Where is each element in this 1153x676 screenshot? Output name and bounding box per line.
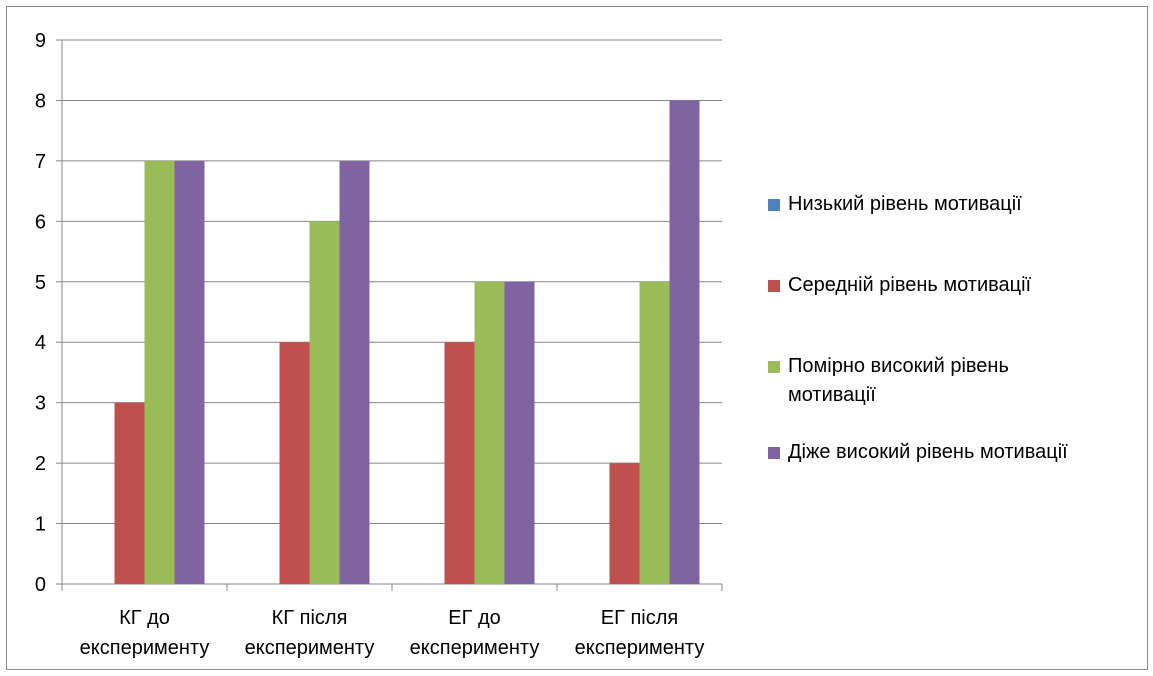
y-tick-label: 0 <box>35 574 46 596</box>
legend-swatch <box>768 447 780 459</box>
y-tick-label: 7 <box>35 151 46 173</box>
legend-label: Діже високий рівень мотивації <box>788 441 1068 463</box>
chart-legend: Низький рівень мотивації Середній рівень … <box>766 190 1146 467</box>
legend-swatch <box>768 280 780 292</box>
bar <box>339 160 370 584</box>
legend-label: Низький рівень мотивації <box>788 193 1022 215</box>
bar <box>474 281 505 584</box>
y-tick-label: 3 <box>35 393 46 415</box>
bar <box>309 221 340 585</box>
y-tick-label: 8 <box>35 90 46 112</box>
x-category-label: ЕГ до <box>448 607 501 629</box>
y-tick-label: 4 <box>35 332 46 354</box>
x-category-label: експерименту <box>575 637 705 659</box>
x-category-label: експерименту <box>245 637 375 659</box>
bar <box>639 281 670 584</box>
y-tick-label: 5 <box>35 272 46 294</box>
x-category-label: експерименту <box>410 637 540 659</box>
y-tick-label: 2 <box>35 453 46 475</box>
y-tick-label: 6 <box>35 211 46 233</box>
y-tick-label: 1 <box>35 514 46 536</box>
legend-label: Середній рівень мотивації <box>788 274 1032 296</box>
bar <box>144 160 175 584</box>
bar <box>114 402 145 584</box>
legend-swatch <box>768 199 780 211</box>
x-category-label: експерименту <box>80 637 210 659</box>
bar <box>174 160 205 584</box>
bar <box>669 100 700 584</box>
legend-item: Помірно високий рівень мотивації <box>766 352 1146 410</box>
bar <box>279 342 310 584</box>
bar <box>504 281 535 584</box>
legend-swatch <box>768 361 780 373</box>
x-category-label: ЕГ після <box>601 607 679 629</box>
x-category-label: КГ після <box>272 607 348 629</box>
legend-item: Діже високий рівень мотивації <box>766 438 1146 467</box>
legend-label: Помірно високий рівень <box>788 355 1009 377</box>
legend-item: Середній рівень мотивації <box>766 271 1146 300</box>
bar <box>444 342 475 584</box>
bar <box>609 463 640 584</box>
y-tick-label: 9 <box>35 30 46 52</box>
x-category-label: КГ до <box>119 607 170 629</box>
legend-label: мотивації <box>788 384 876 406</box>
legend-item: Низький рівень мотивації <box>766 190 1146 219</box>
